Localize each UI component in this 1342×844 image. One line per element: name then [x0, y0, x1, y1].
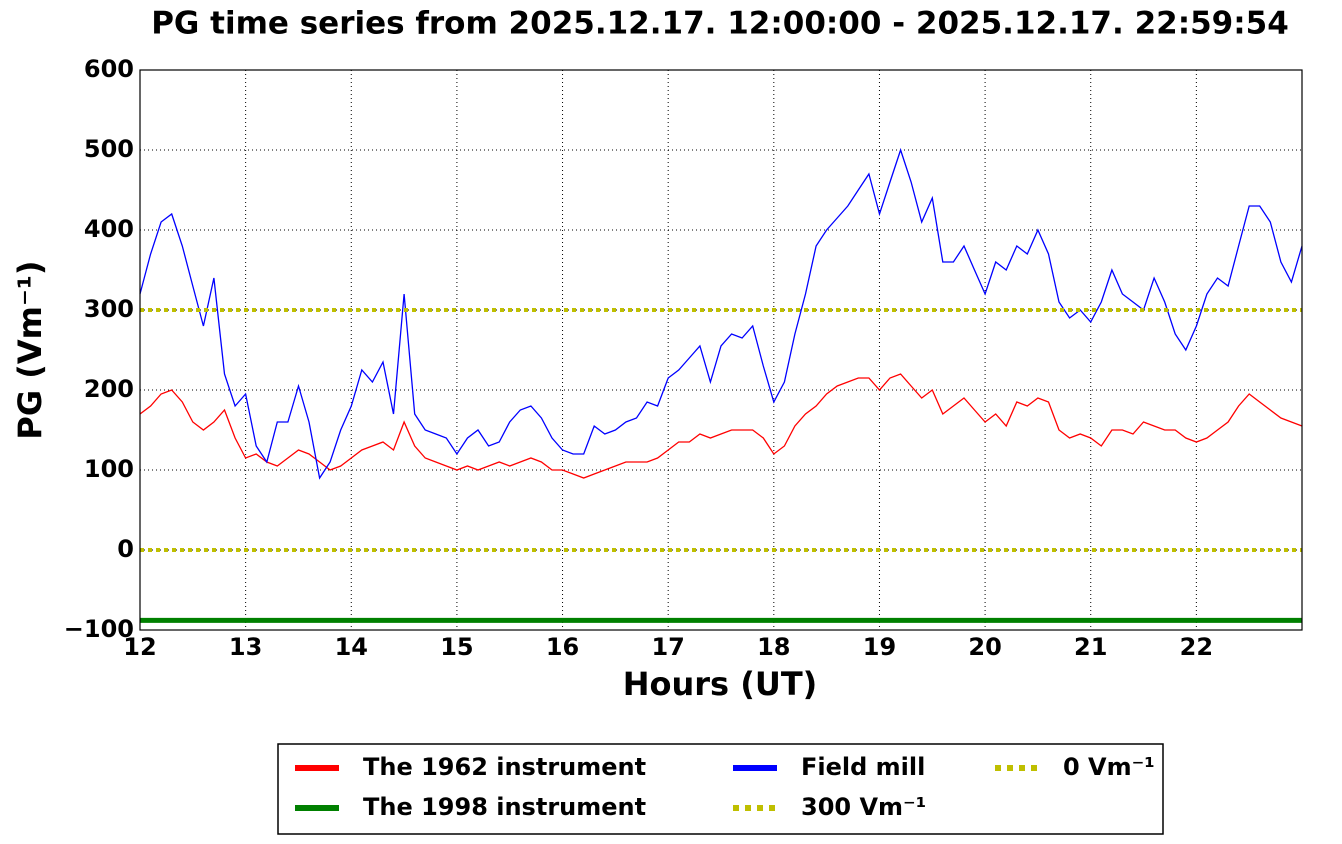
- legend-label: 300 Vm⁻¹: [801, 793, 926, 821]
- x-tick-label: 13: [229, 633, 262, 661]
- x-tick-label: 15: [440, 633, 473, 661]
- y-tick-label: 300: [84, 295, 134, 323]
- y-tick-label: 400: [84, 215, 134, 243]
- x-tick-label: 21: [1074, 633, 1107, 661]
- y-tick-label: 100: [84, 455, 134, 483]
- legend-label: The 1962 instrument: [363, 753, 646, 781]
- chart-title: PG time series from 2025.12.17. 12:00:00…: [151, 6, 1289, 42]
- y-tick-label: 600: [84, 55, 134, 83]
- legend-label: The 1998 instrument: [363, 793, 646, 821]
- x-tick-label: 14: [335, 633, 368, 661]
- x-axis-label: Hours (UT): [623, 665, 818, 703]
- y-tick-label: 200: [84, 375, 134, 403]
- x-tick-label: 12: [123, 633, 156, 661]
- y-tick-label: −100: [64, 615, 134, 643]
- legend-box: [277, 743, 1164, 835]
- y-tick-label: 0: [117, 535, 134, 563]
- plot-frame: [139, 69, 1303, 631]
- x-tick-label: 16: [546, 633, 579, 661]
- x-tick-label: 20: [968, 633, 1001, 661]
- series-line: [139, 147, 1303, 480]
- x-tick-label: 19: [863, 633, 896, 661]
- x-tick-label: 22: [1180, 633, 1213, 661]
- legend-label: Field mill: [801, 753, 925, 781]
- x-tick-label: 18: [757, 633, 790, 661]
- legend-label: 0 Vm⁻¹: [1063, 753, 1155, 781]
- y-tick-label: 500: [84, 135, 134, 163]
- y-axis-label: PG (Vm⁻¹): [11, 260, 49, 439]
- series-line: [139, 373, 1303, 479]
- x-tick-label: 17: [651, 633, 684, 661]
